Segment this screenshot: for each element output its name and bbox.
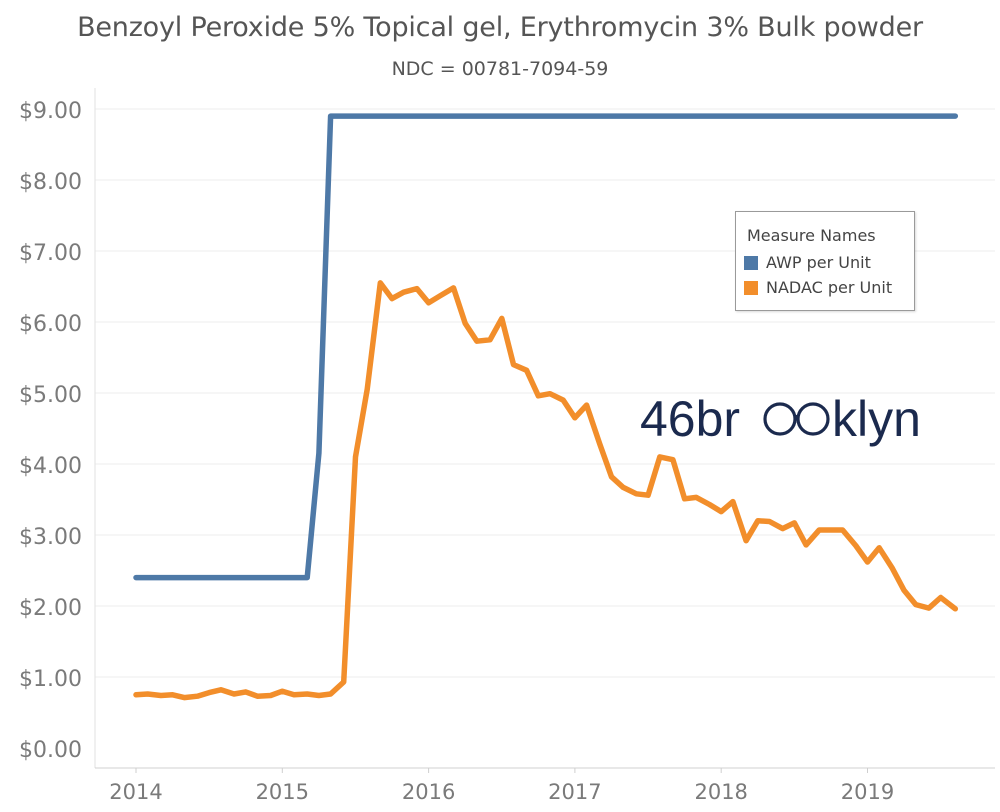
y-tick-label: $4.00 [19, 454, 82, 479]
y-tick-label: $2.00 [19, 596, 82, 621]
chart-title: Benzoyl Peroxide 5% Topical gel, Erythro… [77, 12, 923, 43]
series-line-nadac [133, 280, 959, 701]
legend-item-awp: AWP per Unit [736, 250, 914, 275]
legend-label-awp: AWP per Unit [766, 253, 871, 272]
y-tick-label: $6.00 [19, 312, 82, 337]
legend-item-nadac: NADAC per Unit [736, 275, 914, 300]
y-tick-label: $9.00 [19, 99, 82, 124]
legend-label-nadac: NADAC per Unit [766, 278, 893, 297]
logo-text-right: klyn [832, 391, 921, 447]
brand-logo: 46br klyn [640, 391, 921, 447]
series-line-awp [133, 113, 959, 581]
y-tick-label: $3.00 [19, 525, 82, 550]
logo-text-left: 46br [640, 391, 740, 447]
y-tick-label: $7.00 [19, 241, 82, 266]
legend-swatch-nadac [744, 280, 758, 295]
legend-title: Measure Names [747, 226, 876, 245]
legend: Measure Names AWP per Unit NADAC per Uni… [735, 211, 915, 311]
x-tick-label: 2015 [256, 780, 309, 804]
y-tick-label: $8.00 [19, 170, 82, 195]
glasses-icon [763, 402, 830, 436]
y-tick-label: $1.00 [19, 667, 82, 692]
y-tick-label: $0.00 [19, 738, 82, 763]
x-tick-label: 2016 [402, 780, 455, 804]
y-tick-label: $5.00 [19, 383, 82, 408]
x-tick-label: 2019 [841, 780, 894, 804]
legend-swatch-awp [744, 255, 758, 270]
x-tick-label: 2018 [694, 780, 747, 804]
x-tick-label: 2017 [548, 780, 601, 804]
chart-subtitle: NDC = 00781-7094-59 [391, 58, 609, 80]
x-tick-label: 2014 [109, 780, 162, 804]
